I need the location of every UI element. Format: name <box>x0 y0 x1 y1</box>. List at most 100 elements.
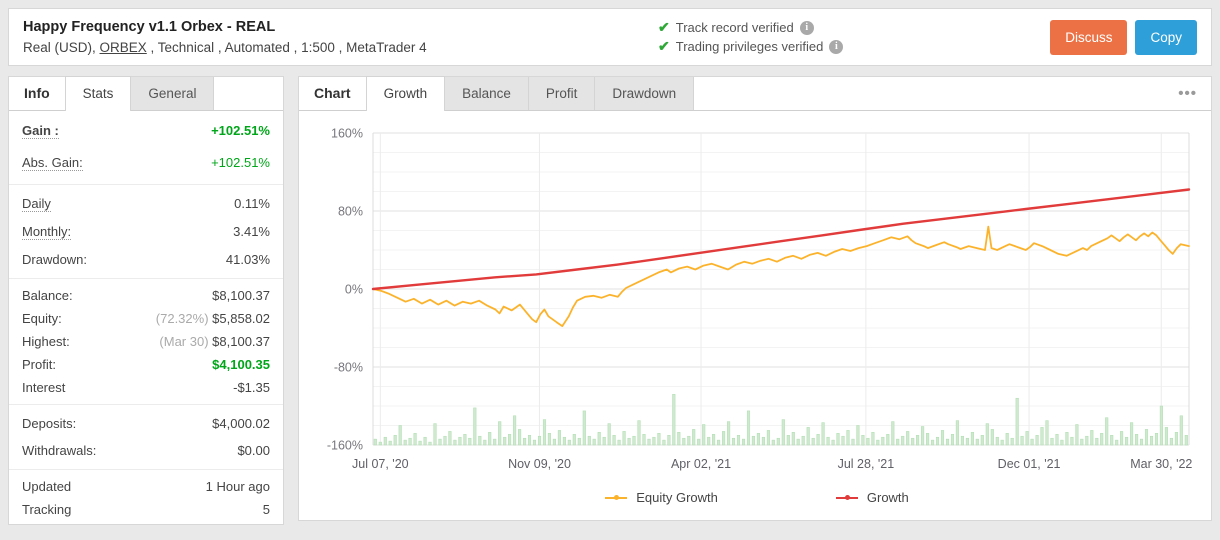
updated-row: Updated 1 Hour ago <box>9 475 283 498</box>
trading-privileges-verified-label: Trading privileges verified <box>675 39 824 54</box>
svg-text:Dec 01, '21: Dec 01, '21 <box>998 457 1061 471</box>
profit-label: Profit: <box>22 357 56 372</box>
tab-growth[interactable]: Growth <box>365 76 446 111</box>
equity-row: Equity: (72.32%) $5,858.02 <box>9 307 283 330</box>
deposits-group: Deposits: $4,000.02 Withdrawals: $0.00 <box>9 410 283 464</box>
discuss-button[interactable]: Discuss <box>1050 19 1128 55</box>
drawdown-label: Drawdown: <box>22 252 88 267</box>
track-record-verified-label: Track record verified <box>675 20 794 35</box>
rates-group: Daily 0.11% Monthly: 3.41% Drawdown: 41.… <box>9 190 283 273</box>
legend-label-growth: Growth <box>866 490 909 505</box>
tab-balance[interactable]: Balance <box>445 77 529 110</box>
divider <box>9 404 283 405</box>
interest-label: Interest <box>22 380 66 395</box>
deposits-value: $4,000.02 <box>212 416 270 431</box>
highest-date: (Mar 30) <box>159 334 209 349</box>
monthly-row: Monthly: 3.41% <box>9 218 283 246</box>
broker-link[interactable]: ORBEX <box>99 40 147 55</box>
balance-label: Balance: <box>22 288 73 303</box>
track-record-verified-line: ✔ Track record verified i <box>658 18 1050 37</box>
daily-row: Daily 0.11% <box>9 190 283 218</box>
svg-text:0%: 0% <box>345 283 363 297</box>
tab-drawdown[interactable]: Drawdown <box>595 77 695 110</box>
daily-value: 0.11% <box>234 196 270 211</box>
highest-value: (Mar 30) $8,100.37 <box>159 334 270 349</box>
tracking-label: Tracking <box>22 502 72 517</box>
drawdown-row: Drawdown: 41.03% <box>9 246 283 273</box>
abs-gain-value: +102.51% <box>211 155 270 170</box>
account-header: Happy Frequency v1.1 Orbex - REAL Real (… <box>8 8 1212 66</box>
chart-tabbar: Chart Growth Balance Profit Drawdown ••• <box>299 76 1211 111</box>
chart-panel: Chart Growth Balance Profit Drawdown •••… <box>298 76 1212 521</box>
gain-group: Gain : +102.51% Abs. Gain: +102.51% <box>9 111 283 179</box>
updated-label: Updated <box>22 479 72 494</box>
divider <box>9 278 283 279</box>
checkmark-icon: ✔ <box>658 19 670 35</box>
equity-value: (72.32%) $5,858.02 <box>156 311 270 326</box>
interest-value: -$1.35 <box>233 380 270 395</box>
withdrawals-row: Withdrawals: $0.00 <box>9 437 283 464</box>
gain-value: +102.51% <box>211 123 270 138</box>
svg-text:-80%: -80% <box>334 361 363 375</box>
balance-row: Balance: $8,100.37 <box>9 284 283 307</box>
growth-chart-canvas[interactable]: 160% 80% 0% -80% -160% Jul 07, '20 Nov 09, '20… <box>313 119 1201 487</box>
trading-privileges-verified-line: ✔ Trading privileges verified i <box>658 37 1050 56</box>
info-icon[interactable]: i <box>829 39 844 54</box>
subtitle-prefix: Real (USD), <box>23 40 100 55</box>
equity-label: Equity: <box>22 311 62 326</box>
profit-row: Profit: $4,100.35 <box>9 353 283 376</box>
legend-item-equity-growth[interactable]: Equity Growth <box>605 490 718 505</box>
highest-amount: $8,100.37 <box>212 334 270 349</box>
monthly-value: 3.41% <box>233 224 270 239</box>
svg-text:Nov 09, '20: Nov 09, '20 <box>508 457 571 471</box>
equity-percent: (72.32%) <box>155 311 209 326</box>
drawdown-value: 41.03% <box>225 252 270 267</box>
meta-group: Updated 1 Hour ago Tracking 5 <box>9 475 283 521</box>
monthly-label[interactable]: Monthly: <box>22 224 72 240</box>
updated-value: 1 Hour ago <box>205 479 270 494</box>
abs-gain-label[interactable]: Abs. Gain: <box>22 155 83 171</box>
subtitle-suffix: , Technical , Automated , 1:500 , MetaTr… <box>146 40 427 55</box>
abs-gain-row: Abs. Gain: +102.51% <box>9 147 283 179</box>
daily-label[interactable]: Daily <box>22 196 51 212</box>
equity-growth-line-marker <box>605 495 628 500</box>
interest-row: Interest -$1.35 <box>9 376 283 399</box>
balance-value: $8,100.37 <box>212 288 270 303</box>
divider <box>9 184 283 185</box>
svg-text:Jul 07, '20: Jul 07, '20 <box>352 457 409 471</box>
copy-button[interactable]: Copy <box>1135 19 1197 55</box>
svg-text:Apr 02, '21: Apr 02, '21 <box>671 457 731 471</box>
balance-group: Balance: $8,100.37 Equity: (72.32%) $5,8… <box>9 284 283 399</box>
chart-panel-label[interactable]: Chart <box>314 85 351 101</box>
withdrawals-label: Withdrawals: <box>22 443 97 458</box>
svg-text:80%: 80% <box>338 205 363 219</box>
chart-legend: Equity Growth Growth <box>313 490 1201 505</box>
gain-label[interactable]: Gain : <box>22 123 59 139</box>
deposits-row: Deposits: $4,000.02 <box>9 410 283 437</box>
tab-profit[interactable]: Profit <box>528 77 596 110</box>
legend-label-equity-growth: Equity Growth <box>636 490 718 505</box>
equity-amount: $5,858.02 <box>212 311 270 326</box>
info-panel-label[interactable]: Info <box>24 85 50 101</box>
header-actions: Discuss Copy <box>1050 19 1197 55</box>
profit-value: $4,100.35 <box>212 357 270 372</box>
svg-text:Jul 28, '21: Jul 28, '21 <box>838 457 895 471</box>
svg-text:160%: 160% <box>331 127 363 141</box>
account-subtitle: Real (USD), ORBEX , Technical , Automate… <box>23 40 453 55</box>
tracking-value: 5 <box>262 502 270 517</box>
tracking-row: Tracking 5 <box>9 498 283 521</box>
withdrawals-value: $0.00 <box>237 443 270 458</box>
checkmark-icon: ✔ <box>658 38 670 54</box>
chart-body: 160% 80% 0% -80% -160% Jul 07, '20 Nov 09, '20… <box>299 111 1211 506</box>
tab-stats[interactable]: Stats <box>64 76 132 111</box>
divider <box>9 469 283 470</box>
info-icon[interactable]: i <box>799 20 814 35</box>
tab-general[interactable]: General <box>131 77 215 110</box>
chart-options-menu-icon[interactable]: ••• <box>1178 85 1197 102</box>
verification-block: ✔ Track record verified i ✔ Trading priv… <box>453 18 1050 56</box>
info-panel-tabbar: Info Stats General <box>9 76 283 111</box>
legend-item-growth[interactable]: Growth <box>835 490 909 505</box>
account-title: Happy Frequency v1.1 Orbex - REAL <box>23 19 276 35</box>
highest-label: Highest: <box>22 334 70 349</box>
deposits-label: Deposits: <box>22 416 77 431</box>
